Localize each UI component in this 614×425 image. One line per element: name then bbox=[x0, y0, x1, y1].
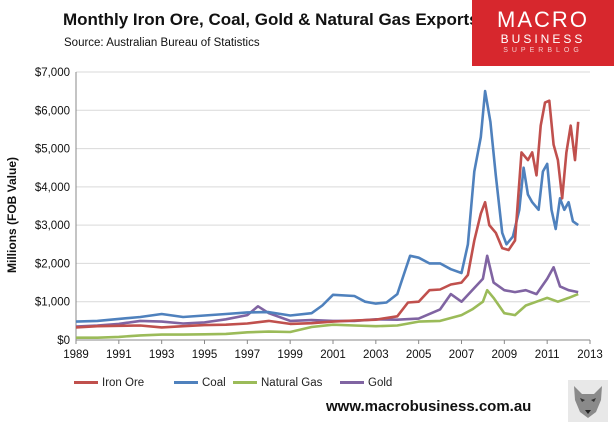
x-tick-labels: 1989 1991 1993 1995 1997 1999 2001 2003 2005 2007… bbox=[63, 349, 603, 361]
x-tick-label: 2011 bbox=[535, 349, 560, 361]
x-tick-label: 1989 bbox=[63, 349, 89, 361]
series-line-coal bbox=[75, 89, 579, 323]
x-tick-label: 1997 bbox=[235, 349, 261, 361]
gridlines bbox=[76, 71, 590, 303]
x-tick-label: 2005 bbox=[406, 349, 432, 361]
chart-source: Source: Australian Bureau of Statistics bbox=[64, 37, 260, 49]
legend-label-iron-ore: Iron Ore bbox=[102, 377, 145, 389]
y-tick-label: $5,000 bbox=[35, 144, 70, 156]
y-axis-label: Millions (FOB Value) bbox=[5, 157, 19, 273]
wolf-logo-icon bbox=[568, 380, 608, 422]
legend-label-natural-gas: Natural Gas bbox=[261, 377, 323, 389]
x-tick-label: 1991 bbox=[106, 349, 132, 361]
legend-coal: Coal bbox=[174, 377, 226, 391]
legend-label-gold: Gold bbox=[368, 377, 393, 389]
legend-swatch-natural-gas bbox=[233, 381, 257, 385]
x-tick-label: 1999 bbox=[277, 349, 303, 361]
chart-title: Monthly Iron Ore, Coal, Gold & Natural G… bbox=[63, 10, 479, 29]
y-tick-label: $1,000 bbox=[35, 297, 70, 309]
series-line-natural-gas bbox=[76, 288, 579, 339]
macrobusiness-logo[interactable]: MACRO BUSINESS SUPERBLOG bbox=[472, 0, 614, 66]
y-tick-label: $6,000 bbox=[35, 105, 70, 117]
x-tick-label: 1995 bbox=[192, 349, 218, 361]
logo-line-3: SUPERBLOG bbox=[503, 47, 583, 54]
x-tick-label: 2001 bbox=[320, 349, 346, 361]
legend-natural-gas: Natural Gas bbox=[233, 377, 322, 391]
logo-line-1: MACRO bbox=[497, 7, 589, 32]
legend-label-coal: Coal bbox=[202, 377, 226, 389]
legend-swatch-gold bbox=[340, 381, 364, 385]
legend-swatch-coal bbox=[174, 381, 198, 385]
y-tick-labels: $0 $1,000 $2,000 $3,000 $4,000 $5,000 $6,000 $7… bbox=[35, 67, 70, 347]
y-tick-label: $3,000 bbox=[35, 220, 70, 232]
x-tick-label: 2013 bbox=[577, 349, 603, 361]
y-tick-label: $7,000 bbox=[35, 67, 70, 79]
y-tick-label: $2,000 bbox=[35, 258, 70, 270]
series-line-iron-ore bbox=[75, 99, 580, 329]
legend-iron-ore: Iron Ore bbox=[74, 377, 144, 391]
y-tick-label: $4,000 bbox=[35, 182, 70, 194]
website-url[interactable]: www.macrobusiness.com.au bbox=[326, 398, 532, 415]
legend-swatch-iron-ore bbox=[74, 381, 98, 385]
y-tick-label: $0 bbox=[57, 335, 70, 347]
series-lines bbox=[75, 89, 580, 339]
x-tick-label: 2003 bbox=[363, 349, 389, 361]
axes bbox=[75, 72, 591, 344]
x-tick-label: 2007 bbox=[449, 349, 475, 361]
logo-line-2: BUSINESS bbox=[500, 32, 586, 46]
series-line-gold bbox=[75, 254, 579, 328]
x-tick-label: 1993 bbox=[149, 349, 175, 361]
x-tick-label: 2009 bbox=[492, 349, 518, 361]
legend-gold: Gold bbox=[340, 377, 392, 391]
